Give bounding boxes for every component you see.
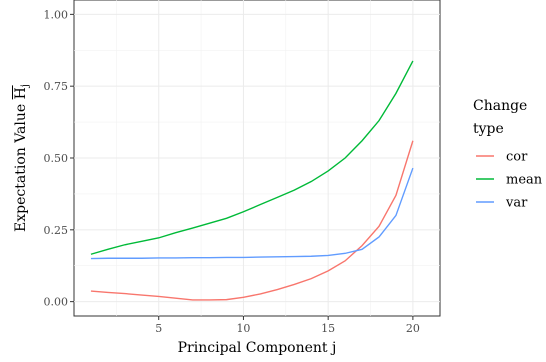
- y-tick-label: 1.00: [44, 8, 69, 21]
- grid: [74, 0, 440, 316]
- legend-label-var: var: [505, 196, 528, 211]
- series-line-cor: [90, 140, 414, 301]
- y-tick-label: 0.00: [44, 296, 69, 309]
- legend-title-line-1: Change: [473, 98, 527, 114]
- legend-label-mean: mean: [506, 173, 543, 188]
- series-line-var: [90, 167, 414, 260]
- y-tick-label: 0.25: [44, 224, 69, 237]
- y-tick-label: 0.50: [44, 152, 69, 165]
- x-axis: 5 10 15 20: [155, 316, 420, 335]
- x-tick-label: 15: [321, 322, 335, 335]
- legend: Change type cor mean var: [473, 98, 543, 211]
- legend-title-line-2: type: [473, 121, 504, 137]
- x-tick-label: 20: [406, 322, 420, 335]
- y-tick-label: 0.75: [44, 80, 69, 93]
- legend-label-cor: cor: [506, 150, 528, 165]
- y-axis-title-main: Expectation Value H: [13, 87, 29, 232]
- series-lines: [90, 60, 414, 301]
- legend-items: cor mean var: [476, 150, 543, 211]
- series-line-mean: [90, 60, 414, 255]
- y-axis-title-subscript: j: [20, 84, 31, 88]
- x-tick-label: 10: [236, 322, 250, 335]
- x-tick-label: 5: [155, 322, 162, 335]
- y-axis: 0.00 0.25 0.50 0.75 1.00: [44, 8, 74, 309]
- x-axis-title: Principal Component j: [178, 340, 337, 356]
- y-axis-title: Expectation Value Hj: [13, 84, 31, 232]
